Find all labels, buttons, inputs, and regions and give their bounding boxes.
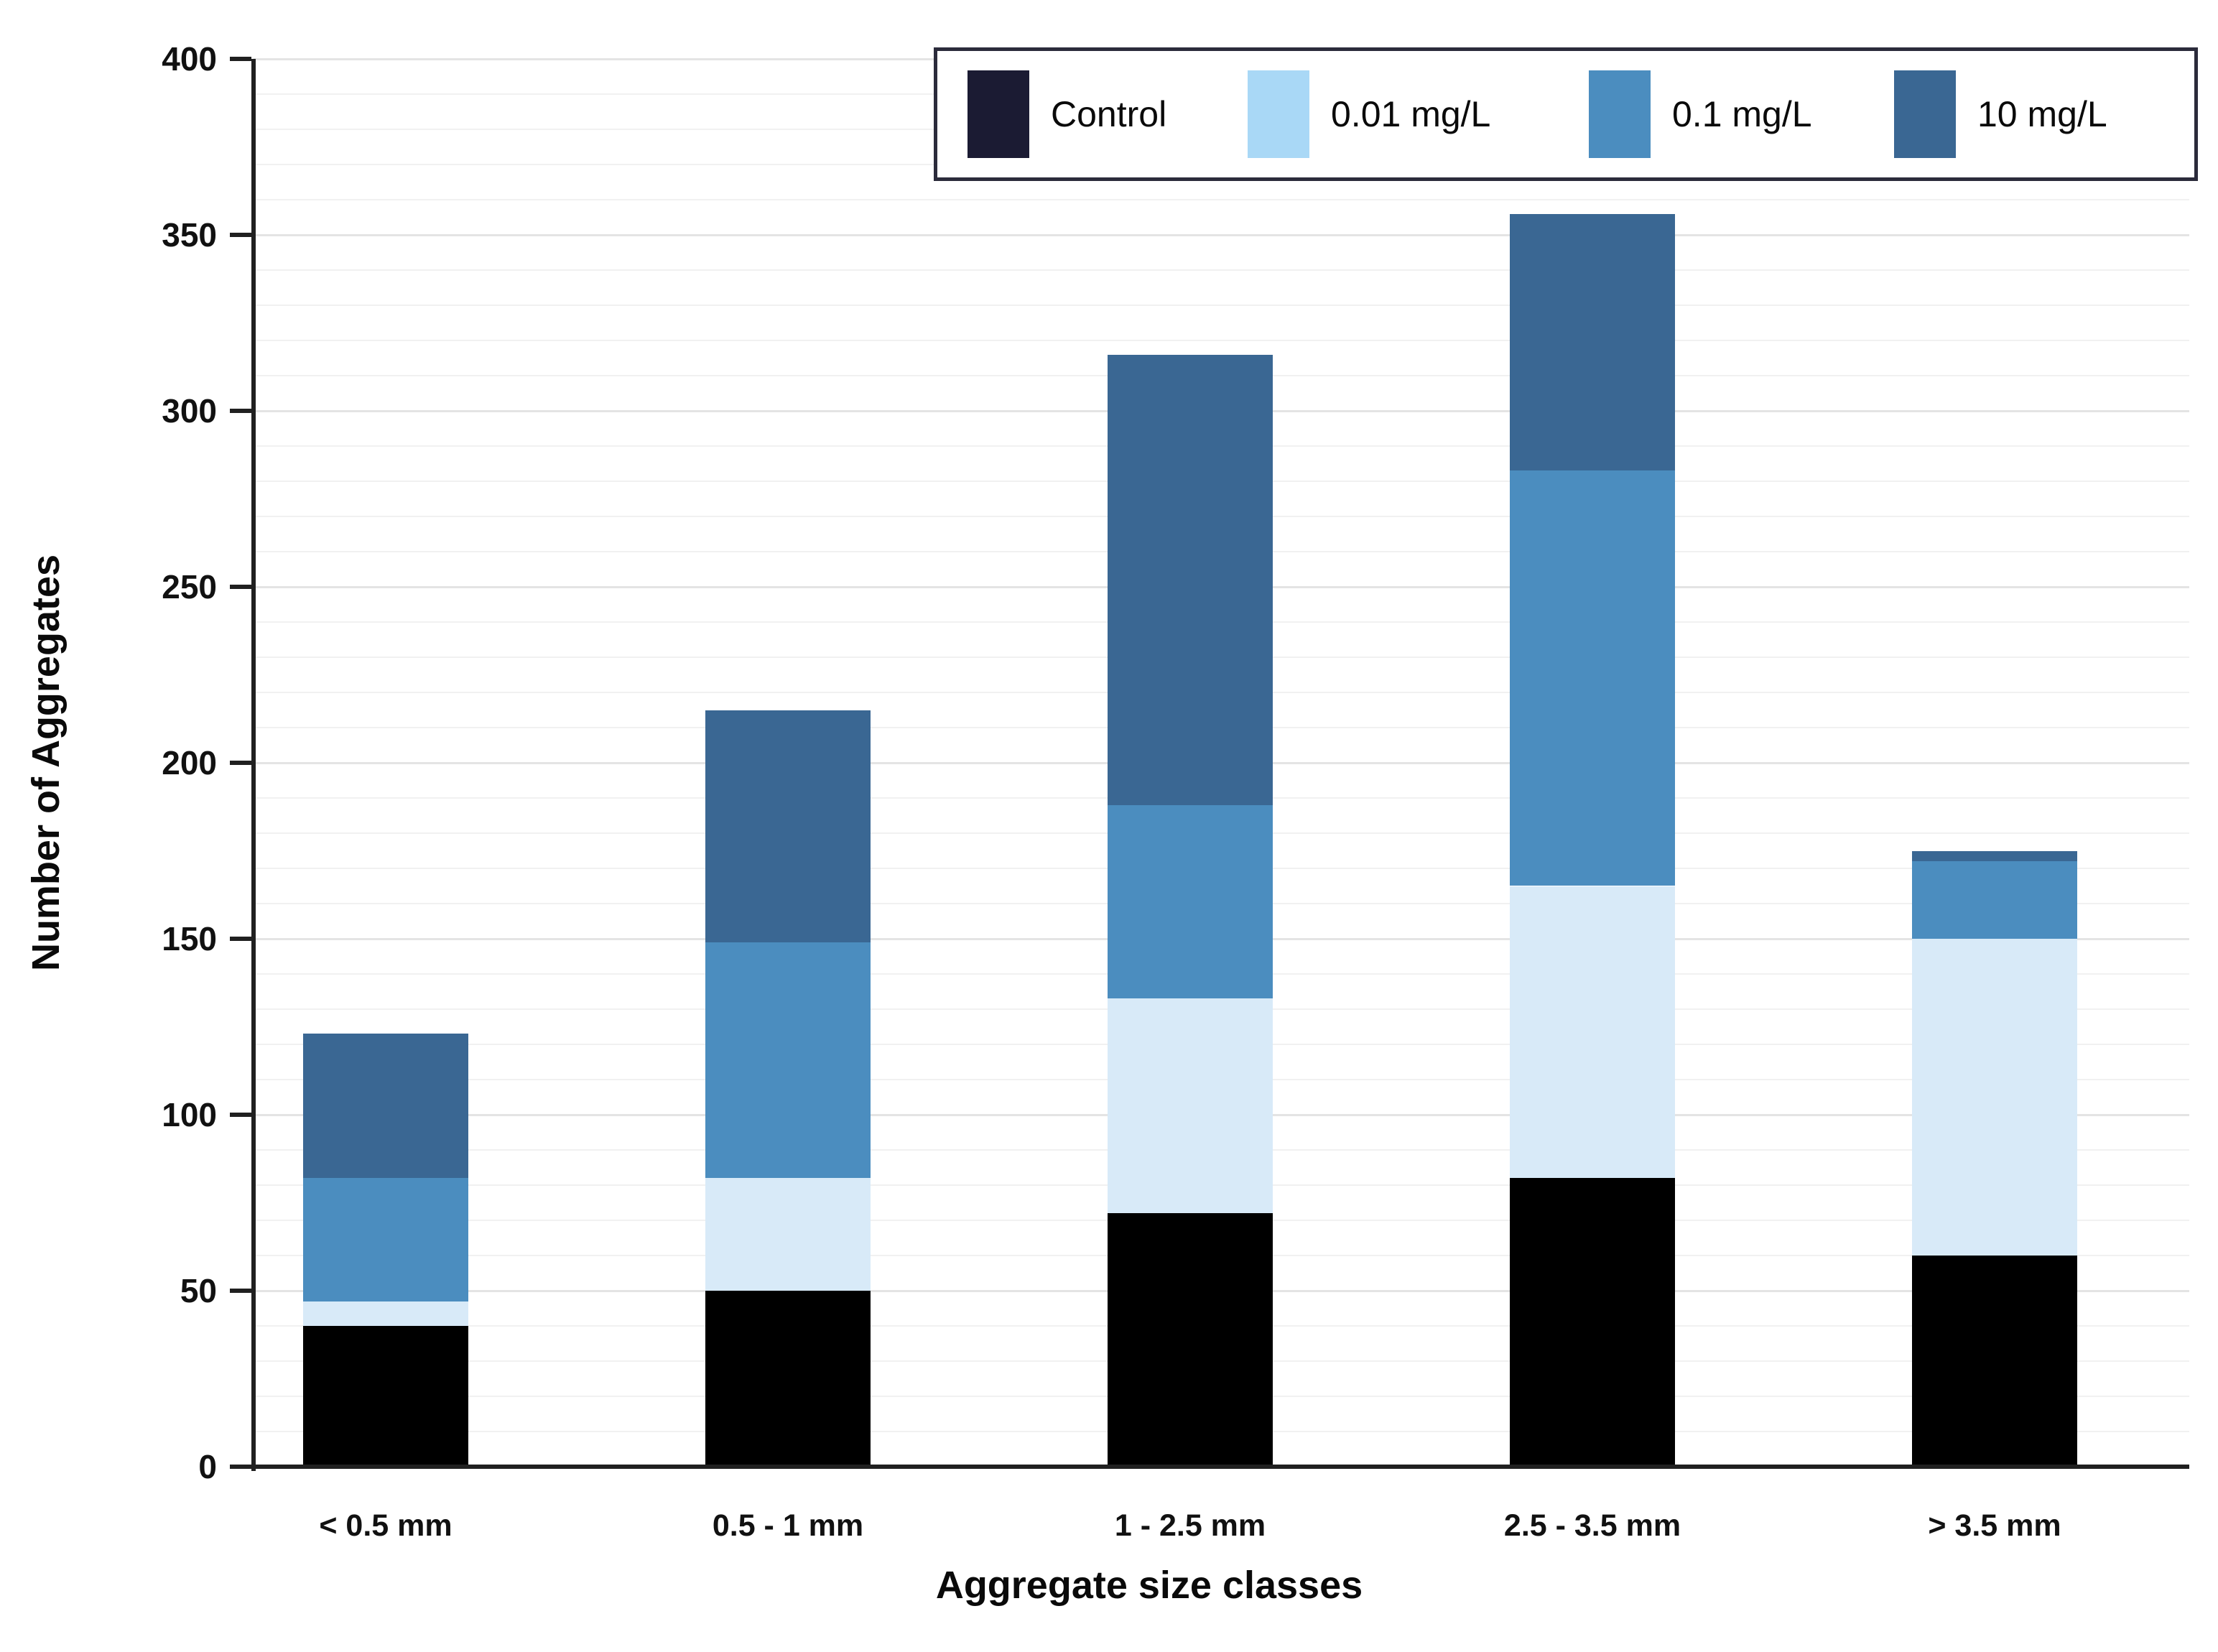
bar-segment (1510, 470, 1675, 886)
x-tick-label: 0.5 - 1 mm (712, 1508, 864, 1543)
y-axis-tick (230, 937, 251, 941)
y-tick-label: 300 (162, 392, 217, 430)
bar-segment (1108, 354, 1273, 805)
y-tick-label: 150 (162, 920, 217, 957)
y-tick-label: 0 (198, 1448, 217, 1485)
x-tick-label: < 0.5 mm (319, 1508, 453, 1543)
legend-label: 10 mg/L (1977, 94, 2107, 134)
bar-segment (705, 1291, 871, 1467)
minor-gridline (254, 269, 2189, 271)
bar-segment (303, 1178, 468, 1301)
y-axis-tick (230, 1465, 251, 1469)
bar-segment (1912, 939, 2077, 1256)
bar-segment (1108, 804, 1273, 999)
legend-item: Control (968, 51, 1166, 177)
legend-label: Control (1051, 94, 1167, 134)
x-tick-label: 2.5 - 3.5 mm (1503, 1508, 1681, 1543)
bar-segment (1510, 886, 1675, 1179)
y-tick-label: 100 (162, 1096, 217, 1133)
y-tick-label: 200 (162, 744, 217, 781)
bar-segment (1510, 213, 1675, 471)
x-axis-baseline (249, 1465, 2189, 1469)
legend-swatch (968, 70, 1029, 158)
x-axis-title: Aggregate size classes (935, 1564, 1363, 1607)
y-axis-tick (230, 1289, 251, 1293)
legend: Control 0.01 mg/L 0.1 mg/L 10 mg/L (934, 47, 2198, 181)
bar-segment (1912, 861, 2077, 939)
y-axis-tick (230, 1113, 251, 1117)
legend-item: 0.01 mg/L (1248, 51, 1490, 177)
bar-segment (1912, 1256, 2077, 1467)
bar-segment (1108, 998, 1273, 1214)
minor-gridline (254, 305, 2189, 306)
bar-segment (705, 942, 871, 1179)
legend-swatch (1894, 70, 1956, 158)
y-tick-label: 50 (180, 1272, 217, 1309)
bar-segment (303, 1034, 468, 1179)
legend-item: 10 mg/L (1894, 51, 2107, 177)
bar-segment (303, 1301, 468, 1326)
legend-swatch (1248, 70, 1309, 158)
y-tick-label: 350 (162, 216, 217, 254)
minor-gridline (254, 340, 2189, 341)
bar-segment (1912, 850, 2077, 862)
x-tick-label: 1 - 2.5 mm (1114, 1508, 1266, 1543)
legend-label: 0.01 mg/L (1331, 94, 1491, 134)
y-tick-label: 250 (162, 568, 217, 605)
bar-segment (705, 1178, 871, 1291)
bar-segment (705, 710, 871, 942)
y-axis-tick (230, 761, 251, 765)
legend-swatch (1589, 70, 1651, 158)
y-axis-tick (230, 233, 251, 237)
bar-segment (1108, 1213, 1273, 1467)
bar-segment (303, 1326, 468, 1467)
x-tick-label: > 3.5 mm (1928, 1508, 2061, 1543)
bar-segment (1510, 1178, 1675, 1467)
y-axis-line (251, 59, 256, 1471)
y-axis-tick (230, 409, 251, 413)
minor-gridline (254, 199, 2189, 200)
y-axis-title: Number of Aggregates (24, 554, 68, 972)
major-gridline (254, 234, 2189, 236)
y-axis-tick (230, 57, 251, 61)
y-tick-label: 400 (162, 40, 217, 78)
legend-label: 0.1 mg/L (1672, 94, 1812, 134)
y-axis-tick (230, 585, 251, 589)
legend-item: 0.1 mg/L (1589, 51, 1812, 177)
